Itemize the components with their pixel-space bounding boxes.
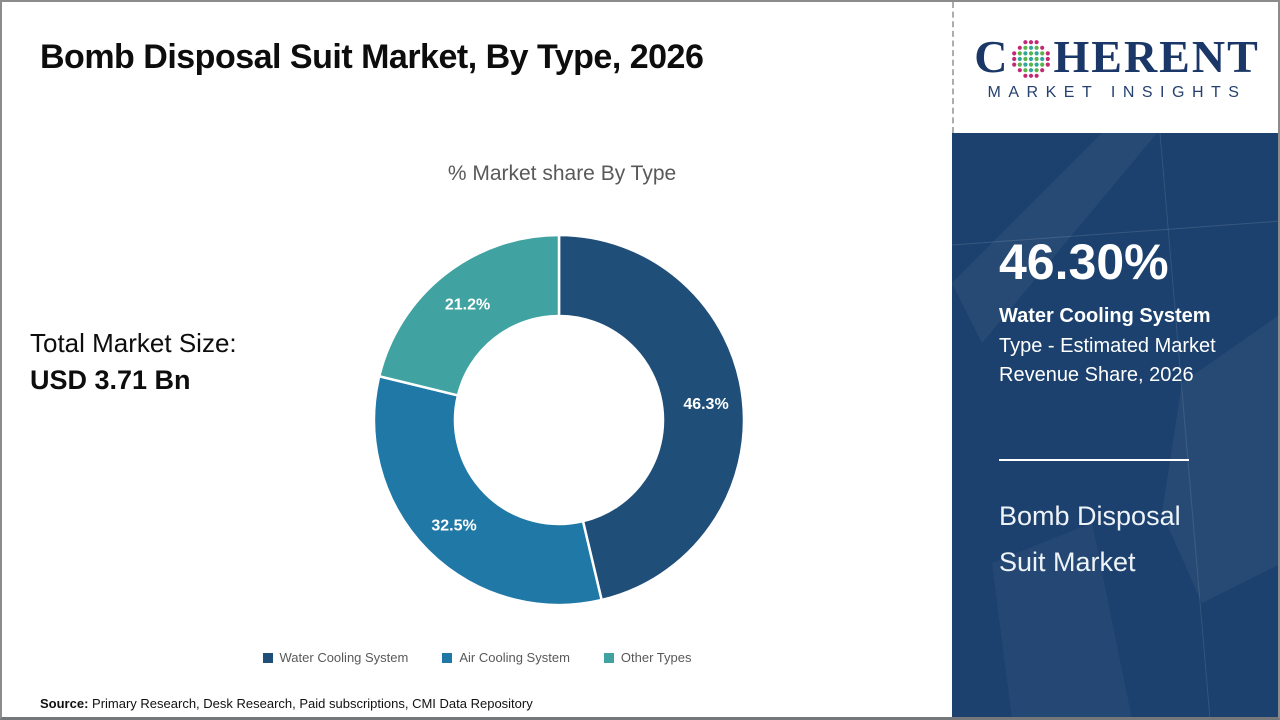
source-text: Primary Research, Desk Research, Paid su… — [88, 696, 533, 711]
legend-label: Air Cooling System — [459, 650, 570, 665]
slice-label-2: 21.2% — [445, 297, 490, 314]
total-market-size-value: USD 3.71 Bn — [30, 365, 191, 395]
stat-label-bold: Water Cooling System — [999, 305, 1211, 327]
donut-slice-1 — [372, 374, 604, 607]
legend-marker-icon — [603, 652, 614, 663]
legend-item-1: Air Cooling System — [442, 650, 570, 665]
page-title: Bomb Disposal Suit Market, By Type, 2026 — [40, 38, 704, 76]
slice-label-1: 32.5% — [431, 517, 476, 534]
chart-legend: Water Cooling System Air Cooling System Ot… — [2, 650, 952, 665]
legend-marker-icon — [442, 652, 453, 663]
brand-box: C HERENT MARKET INSIGHTS — [952, 2, 1278, 133]
legend-item-2: Other Types — [603, 650, 692, 665]
source-label: Source: — [40, 696, 89, 711]
chart-subtitle: % Market share By Type — [447, 162, 677, 185]
donut-slice-0 — [557, 233, 746, 602]
legend-marker-icon — [262, 652, 273, 663]
logo-text-start: C — [974, 30, 1010, 82]
legend-label: Other Types — [620, 650, 692, 665]
logo-subtitle: MARKET INSIGHTS — [987, 83, 1247, 101]
total-market-size: Total Market Size: USD 3.71 Bn — [30, 328, 237, 396]
highlight-sidebar: 46.30% Water Cooling System Type - Estim… — [952, 133, 1278, 717]
coherent-logo: C HERENT — [974, 30, 1260, 82]
total-market-size-label: Total Market Size: — [30, 328, 237, 358]
legend-label: Water Cooling System — [279, 650, 409, 665]
stat-label-rest: Type - Estimated Market Revenue Share, 2… — [999, 335, 1216, 386]
stat-value: 46.30% — [999, 234, 1169, 290]
source-line: Source: Primary Research, Desk Research,… — [40, 696, 533, 711]
logo-text-end: HERENT — [1053, 30, 1260, 82]
world-map-texture — [952, 133, 1278, 717]
donut-slice-2 — [377, 233, 561, 397]
sidebar-divider — [999, 459, 1189, 461]
donut-chart: 46.3% 32.5% 21.2% — [372, 233, 746, 607]
globe-dots-icon — [1012, 39, 1051, 78]
legend-item-0: Water Cooling System — [262, 650, 409, 665]
slice-label-0: 46.3% — [683, 396, 728, 413]
sidebar-market-name: Bomb Disposal Suit Market — [999, 501, 1181, 577]
